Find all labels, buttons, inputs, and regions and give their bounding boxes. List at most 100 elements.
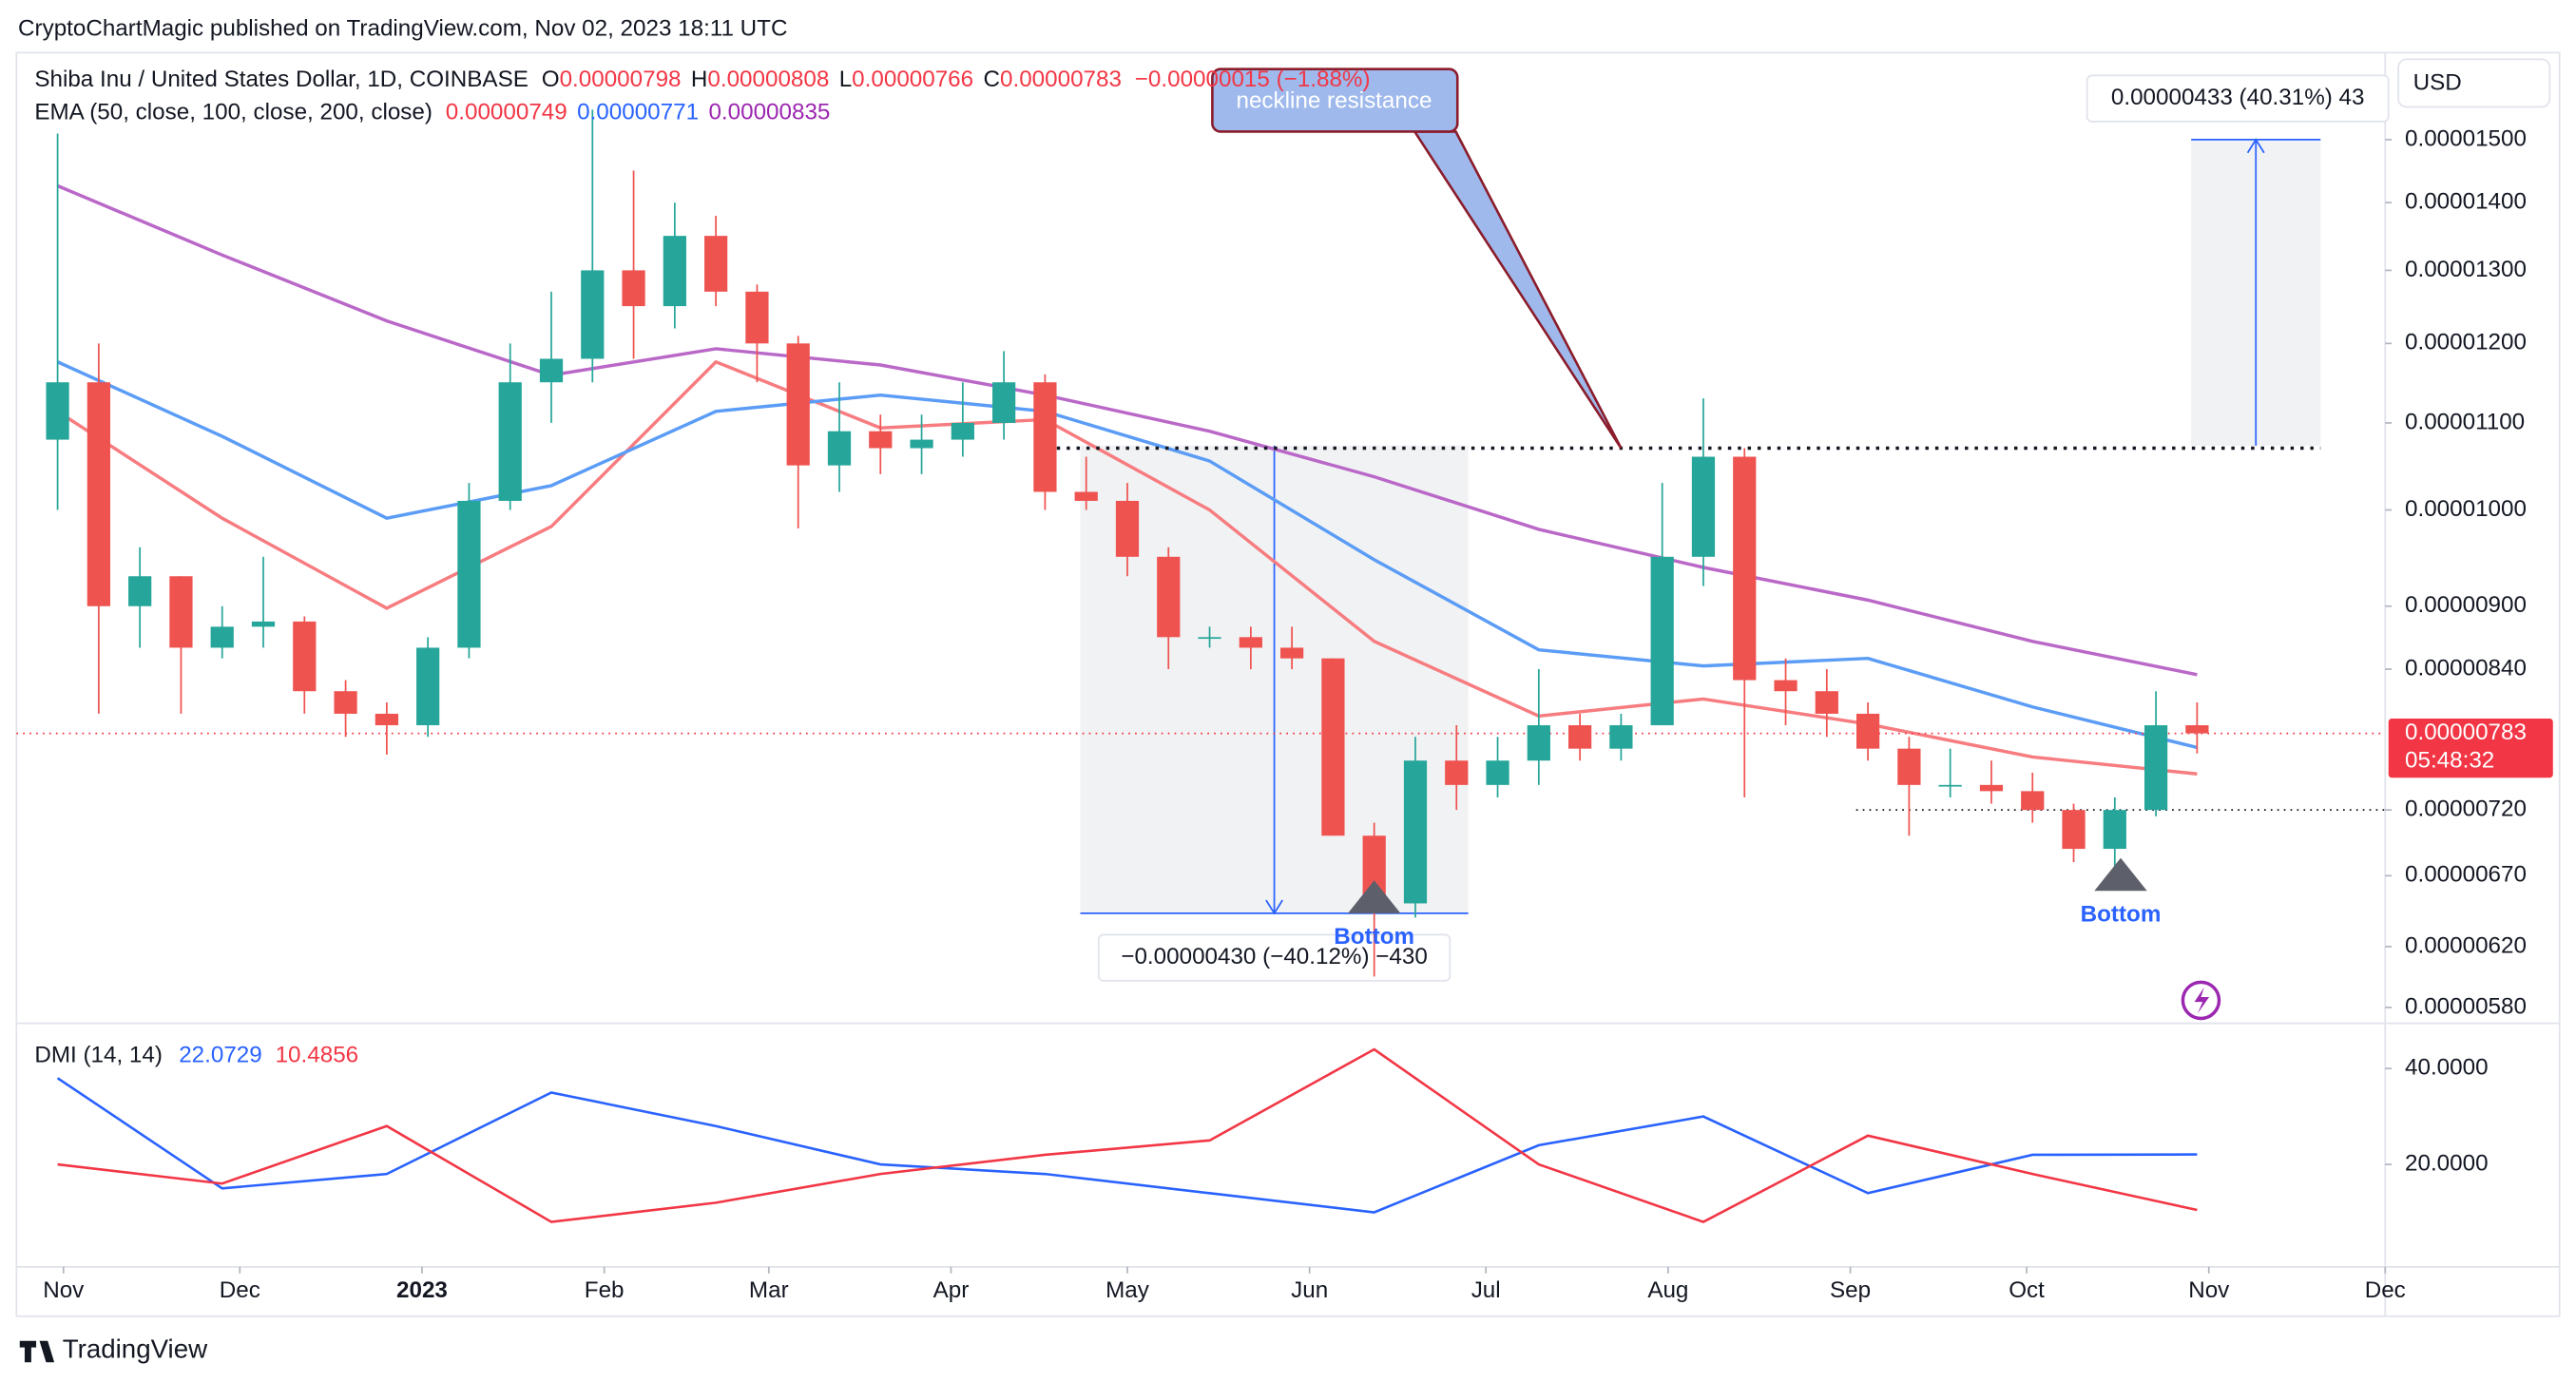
ema-value: 0.00000835 (708, 100, 830, 125)
measure-label-box (2086, 74, 2390, 123)
price-tag-label: 0.00000783 (2405, 720, 2527, 745)
candle-body (1691, 456, 1716, 557)
candle-body (1239, 637, 1262, 648)
candle-body (1855, 713, 1880, 749)
brand-logo (19, 1340, 55, 1363)
candle-body (745, 291, 769, 344)
y-tick-label: 0.00000670 (2405, 862, 2527, 888)
dmi-line (56, 1077, 2198, 1214)
candle-body (375, 713, 398, 726)
ohlc-value: 0.00000808 (707, 67, 829, 92)
measure-label: −0.00000430 (−40.12%) −430 (1121, 944, 1427, 969)
candle-body (2185, 725, 2209, 734)
candle-body (1609, 725, 1633, 749)
frame (15, 51, 2561, 1317)
candle-body (951, 422, 974, 440)
x-tick-label: Feb (585, 1277, 625, 1303)
x-tick-label: Dec (2365, 1277, 2406, 1303)
y-tick-label: 0.00000620 (2405, 932, 2527, 958)
candle-body (457, 500, 481, 648)
candle-body (1280, 647, 1304, 659)
ohlc-value: 0.00000766 (852, 67, 973, 92)
candle-body (704, 236, 728, 292)
ohlc-label: O (542, 67, 560, 92)
ohlc-value: 0.00000783 (1000, 67, 1122, 92)
candle-body (1157, 556, 1181, 638)
candle-body (293, 621, 317, 692)
x-tick-label: Oct (2009, 1277, 2045, 1303)
candle-body (416, 647, 440, 726)
candle-body (87, 382, 110, 606)
y-tick-label: 0.00000840 (2405, 655, 2527, 681)
ohlc-label: C (984, 67, 1000, 92)
x-tick-label: May (1105, 1277, 1150, 1303)
y-tick-label: 0.00001300 (2405, 257, 2527, 282)
price-tag (2388, 718, 2553, 778)
bottom-marker (2094, 857, 2147, 892)
candle-body (622, 270, 645, 307)
dmi-line (57, 1047, 2198, 1223)
ohlc-label: L (839, 67, 852, 92)
candle-body (581, 270, 605, 359)
bottom-label: Bottom (1334, 924, 1414, 950)
candle-body (251, 621, 276, 627)
measure-label: 0.00000433 (40.31%) 43 (2111, 85, 2365, 110)
x-tick-label: Jul (1471, 1277, 1501, 1303)
candle-body (1074, 491, 1098, 501)
ema-line (56, 360, 2198, 750)
alert-bolt (2194, 987, 2210, 1014)
candle-body (1938, 784, 1962, 787)
currency: USD (2413, 70, 2462, 96)
candle-body (663, 236, 686, 307)
y-tick-label: 0.00001100 (2405, 409, 2525, 434)
candle-body (1897, 748, 1921, 785)
y-tick-label: 40.0000 (2405, 1055, 2489, 1081)
candle-body (210, 626, 234, 648)
x-tick-label: Jun (1291, 1277, 1328, 1303)
ema-line (56, 359, 2198, 776)
candle-body (1445, 760, 1469, 785)
y-tick-label: 0.00001400 (2405, 189, 2527, 215)
candle-body (910, 439, 933, 449)
x-tick-label: Apr (933, 1277, 970, 1303)
ema-value: 0.00000749 (446, 100, 567, 125)
candle-body (498, 382, 522, 501)
ohlc-value: 0.00000798 (560, 67, 682, 92)
plot: Nov Dec 2023 Feb Mar Apr May Jun Jul Aug Sep Oct Nov… (16, 67, 2553, 1303)
x-tick-label: 2023 (396, 1277, 448, 1303)
candle-body (869, 431, 893, 449)
dmi-plus: 22.0729 (179, 1043, 262, 1068)
ema-value: 0.00000771 (577, 100, 699, 125)
candle-body (1115, 500, 1140, 557)
legend-ema: EMA (50, close, 100, close, 200, close) 0… (34, 100, 830, 125)
y-tick-label: 20.0000 (2405, 1150, 2489, 1176)
dmi-label: DMI (14, 14) (34, 1043, 163, 1068)
x-tick-label: Dec (220, 1277, 260, 1303)
y-tick-label: 0.00000720 (2405, 797, 2527, 822)
candle-body (1568, 725, 1592, 749)
brand: TradingView (63, 1334, 208, 1363)
currency-box[interactable] (2397, 58, 2551, 108)
candle-body (2021, 791, 2045, 811)
candle-body (2062, 810, 2086, 850)
legend-symbol: Shiba Inu / United States Dollar, 1D, CO… (34, 67, 1370, 92)
x-tick-label: Sep (1830, 1277, 1871, 1303)
candle-body (1979, 784, 2004, 792)
x-tick-label: Aug (1647, 1277, 1688, 1303)
change: −0.00000015 (−1.88%) (1135, 67, 1371, 92)
y-tick-label: 0.00000900 (2405, 592, 2527, 618)
candle-body (1774, 680, 1797, 692)
candle-body (1321, 658, 1345, 836)
symbol: Shiba Inu / United States Dollar, 1D, CO… (34, 67, 529, 92)
candle-body (1815, 691, 1838, 714)
dmi-minus: 10.4856 (276, 1043, 359, 1068)
ohlc-label: H (691, 67, 707, 92)
candle-body (46, 382, 69, 440)
candle-body (334, 691, 357, 714)
y-tick-label: 0.00001200 (2405, 330, 2527, 355)
alert-icon[interactable] (2181, 980, 2221, 1021)
candle-body (128, 576, 152, 606)
candle-body (1486, 760, 1509, 785)
